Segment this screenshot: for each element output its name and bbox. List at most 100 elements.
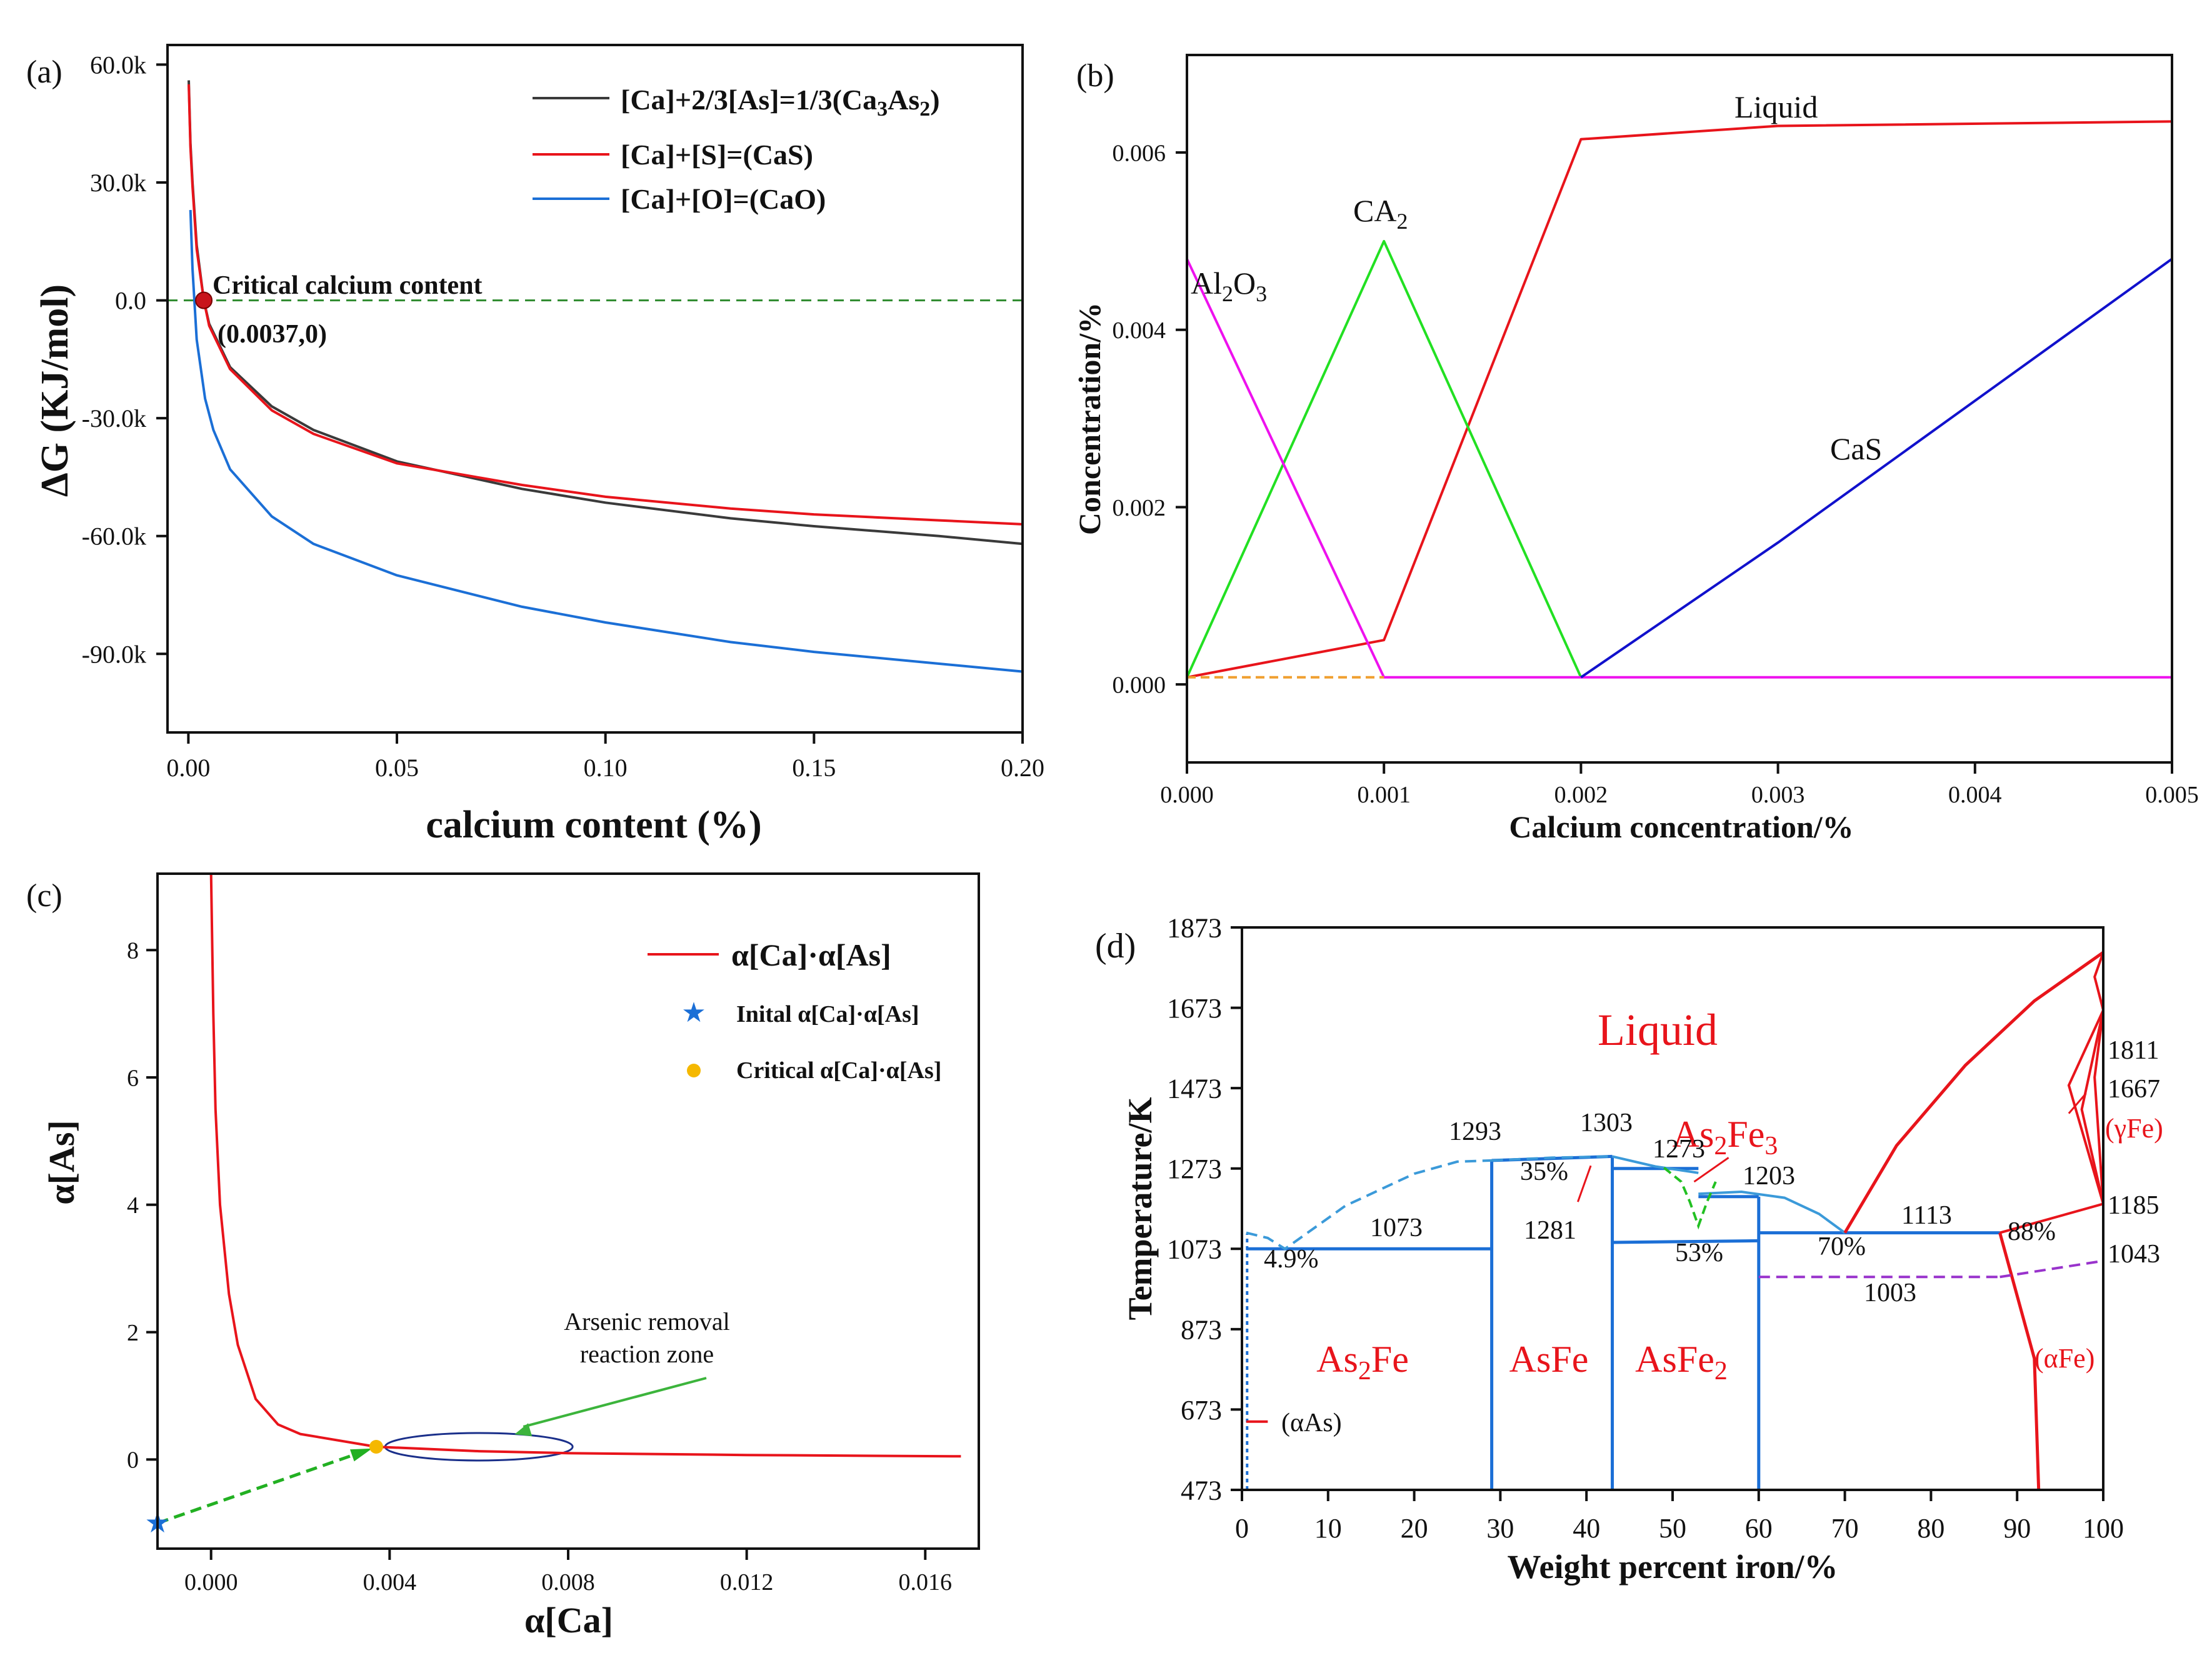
phase-label-as2fe: As2Fe xyxy=(1316,1339,1409,1386)
panel-c-annotation-line1: Arsenic removal xyxy=(564,1307,729,1336)
y-tick-label: 2 xyxy=(127,1320,139,1346)
y-tick-label: 6 xyxy=(127,1065,139,1091)
x-tick-label: 0.15 xyxy=(792,754,836,782)
x-tick-label: 0.00 xyxy=(166,754,210,782)
panel-c: (c) ★ 0.000 0.004 0.008 0.012 0.016 0 2 4 6 8 α[C… xyxy=(26,872,980,1641)
panel-a-ylabel: ΔG (KJ/mol) xyxy=(34,284,76,497)
legend-entry-initial: Inital α[Ca]·α[As] xyxy=(736,1001,919,1027)
value-label-1073: 1073 xyxy=(1370,1214,1423,1242)
value-label-1185: 1185 xyxy=(2108,1191,2159,1220)
afe-solvus xyxy=(1998,1232,2041,1491)
y-tick-label: 873 xyxy=(1181,1314,1222,1345)
value-label-4-9pct: 4.9% xyxy=(1264,1245,1319,1274)
afe-upper xyxy=(1999,1202,2104,1234)
y-tick-label: 0 xyxy=(127,1447,139,1474)
panel-c-frame xyxy=(156,872,980,1550)
panel-b-label-liquid: Liquid xyxy=(1734,89,1818,124)
legend-entry-critical: Critical α[Ca]·α[As] xyxy=(736,1057,941,1084)
annotation-arrowhead xyxy=(514,1423,533,1437)
gamma-loop-outer xyxy=(2093,1010,2104,1204)
series-line-0 xyxy=(1186,120,2173,679)
pointer-1281 xyxy=(1577,1165,1592,1202)
x-tick-label: 0.012 xyxy=(720,1569,774,1596)
value-label-1113: 1113 xyxy=(1901,1201,1952,1230)
arrow-initial-to-critical xyxy=(157,1449,367,1525)
x-tick-label: 0.008 xyxy=(541,1569,595,1596)
y-tick-label: 0.004 xyxy=(1113,317,1166,344)
series-line-3 xyxy=(1580,257,2173,679)
value-label-1281: 1281 xyxy=(1524,1216,1576,1245)
liquidus-asfe2-right xyxy=(1698,1190,1846,1234)
x-tick-label: 0.002 xyxy=(1554,782,1608,808)
x-tick-label: 0 xyxy=(1235,1513,1249,1544)
liquidus-asfe xyxy=(1491,1155,1613,1162)
y-tick-label: 1073 xyxy=(1167,1234,1222,1265)
panel-a-xlabel: calcium content (%) xyxy=(426,804,761,846)
x-tick-label: 0.005 xyxy=(2145,782,2199,808)
panel-a-legend: [Ca]+2/3[As]=1/3(Ca3As2) [Ca]+[S]=(CaS) … xyxy=(533,84,940,215)
x-tick-label: 30 xyxy=(1486,1513,1514,1544)
legend-entry-cao: [Ca]+[O]=(CaO) xyxy=(621,183,826,215)
y-tick-label: 4 xyxy=(127,1192,139,1219)
y-tick-label: -90.0k xyxy=(82,640,146,668)
phase-label-asfe: AsFe xyxy=(1509,1339,1589,1380)
panel-c-legend: α[Ca]·α[As] ★ Inital α[Ca]·α[As] Critica… xyxy=(648,937,941,1084)
liquidus-as-rich xyxy=(1246,1159,1492,1251)
x-tick-label: 0.000 xyxy=(184,1569,238,1596)
y-tick-label: -60.0k xyxy=(82,522,146,551)
phase-label-afe: (αFe) xyxy=(2034,1343,2094,1374)
y-tick-label: 473 xyxy=(1181,1475,1222,1506)
value-label-35pct: 35% xyxy=(1520,1157,1568,1186)
peritectic-1089 xyxy=(1612,1239,1759,1244)
arrowhead-initial-to-critical xyxy=(349,1448,373,1462)
panel-b-frame xyxy=(1186,54,2173,764)
green-dashed-dip xyxy=(1663,1166,1717,1230)
x-tick-label: 0.10 xyxy=(584,754,628,782)
legend-entry-ca3as2: [Ca]+2/3[As]=1/3(Ca3As2) xyxy=(621,84,940,121)
panel-b-label-al2o3: Al2O3 xyxy=(1191,266,1267,306)
liquidus-asfe-right xyxy=(1612,1155,1699,1174)
x-tick-label: 40 xyxy=(1573,1513,1600,1544)
series-line-2 xyxy=(189,209,1023,673)
panel-a-label: (a) xyxy=(26,54,63,90)
legend-entry-product: α[Ca]·α[As] xyxy=(731,937,891,972)
series-line-1 xyxy=(188,84,1023,526)
panel-d-ylabel: Temperature/K xyxy=(1121,1097,1159,1321)
x-tick-label: 20 xyxy=(1401,1513,1428,1544)
delta-loop xyxy=(2093,952,2104,1011)
x-tick-label: 70 xyxy=(1831,1513,1859,1544)
y-tick-label: 1673 xyxy=(1167,993,1222,1024)
panel-c-label: (c) xyxy=(26,878,63,914)
value-label-1303: 1303 xyxy=(1580,1109,1633,1137)
legend-entry-cas: [Ca]+[S]=(CaS) xyxy=(621,139,813,171)
critical-point-circle xyxy=(369,1439,383,1454)
pointer-gfe xyxy=(2068,1092,2087,1114)
panel-b-label: (b) xyxy=(1076,58,1114,94)
y-tick-label: 1473 xyxy=(1167,1074,1222,1104)
value-label-70pct: 70% xyxy=(1818,1232,1866,1261)
value-label-1667: 1667 xyxy=(2108,1075,2160,1104)
legend-circle-icon xyxy=(687,1064,701,1077)
y-tick-label: 0.000 xyxy=(1113,672,1166,698)
series-line-0 xyxy=(209,873,961,1458)
gamma-loop-inner xyxy=(2067,1009,2104,1204)
pointer-as2fe3 xyxy=(1693,1157,1729,1183)
y-tick-label: 0.0 xyxy=(115,287,146,315)
value-label-1273: 1273 xyxy=(1653,1135,1705,1164)
panel-d-xlabel: Weight percent iron/% xyxy=(1508,1548,1838,1586)
series-line-1 xyxy=(1186,239,1583,678)
x-tick-label: 0.016 xyxy=(899,1569,953,1596)
panel-a-frame xyxy=(166,44,1024,734)
x-tick-label: 0.004 xyxy=(1948,782,2002,808)
phase-label-as2fe3: As2Fe3 xyxy=(1673,1114,1778,1161)
panel-c-xlabel: α[Ca] xyxy=(524,1600,613,1641)
x-tick-label: 0.001 xyxy=(1357,782,1411,808)
x-tick-label: 100 xyxy=(2083,1513,2124,1544)
value-label-1203: 1203 xyxy=(1743,1162,1795,1191)
phase-label-aas: (αAs) xyxy=(1281,1409,1342,1437)
x-tick-label: 60 xyxy=(1745,1513,1773,1544)
y-tick-label: 0.002 xyxy=(1113,495,1166,521)
series-line-0 xyxy=(188,80,1023,546)
value-label-53pct: 53% xyxy=(1675,1239,1723,1267)
